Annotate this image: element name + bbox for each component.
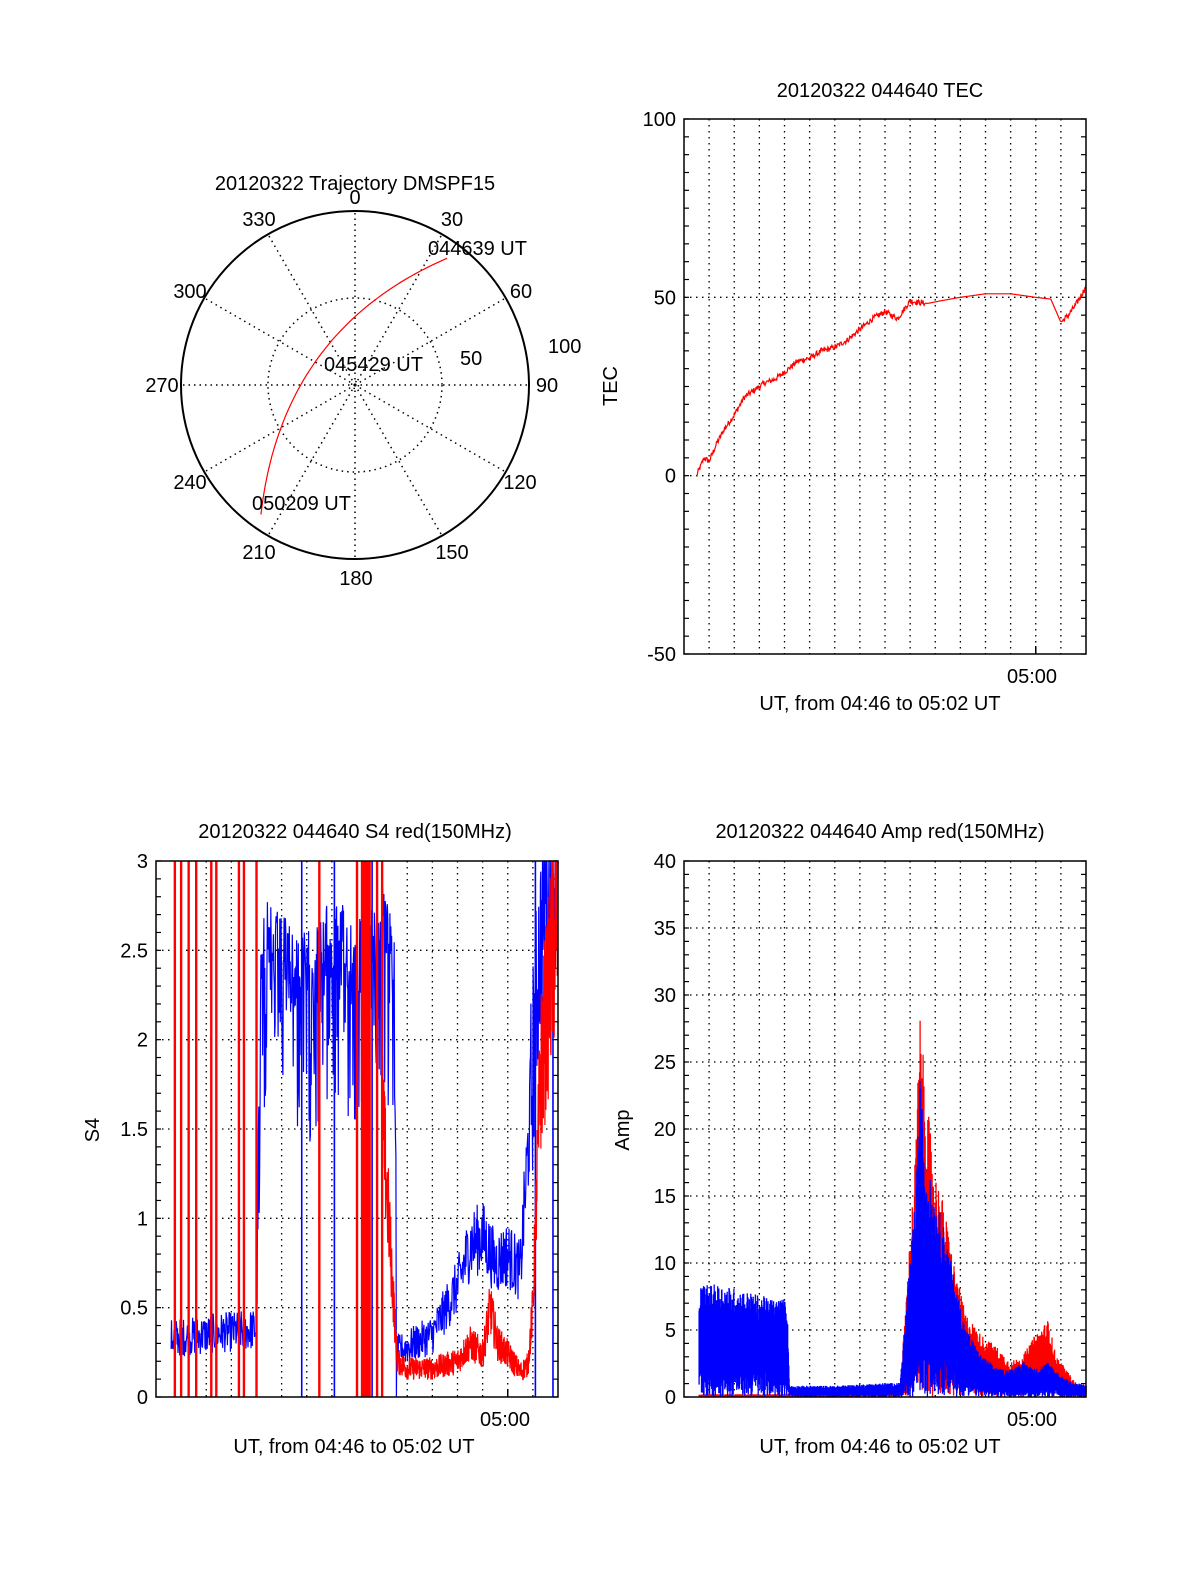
y-tick-label: 0 xyxy=(665,466,676,488)
y-tick-label: 0.5 xyxy=(120,1298,148,1320)
y-tick-label: 2 xyxy=(137,1030,148,1052)
polar-spoke xyxy=(354,384,507,473)
polar-title: 20120322 Trajectory DMSPF15 xyxy=(215,173,495,195)
polar-azimuth-label: 180 xyxy=(339,568,372,590)
polar-azimuth-label: 300 xyxy=(173,281,206,303)
polar-azimuth-label: 60 xyxy=(510,281,532,303)
polar-spoke xyxy=(267,384,356,537)
s4-grid xyxy=(156,860,558,1398)
polar-spoke xyxy=(203,384,356,473)
polar-azimuth-label: 330 xyxy=(242,209,275,231)
y-tick-label: 2.5 xyxy=(120,940,148,962)
tec-xlabel: UT, from 04:46 to 05:02 UT xyxy=(759,693,1000,715)
tec-y-tick-labels: 100 50 0 -50 xyxy=(643,109,676,666)
polar-radial-label-50: 50 xyxy=(460,348,482,370)
amp-plot: 20120322 044640 Amp red(150MHz) 40 35 30 25… xyxy=(612,821,1087,1458)
y-tick-label: 0 xyxy=(137,1387,148,1409)
tec-axes-frame xyxy=(683,118,1087,655)
y-tick-label: 10 xyxy=(654,1253,676,1275)
amp-ylabel: Amp xyxy=(612,1109,634,1150)
tec-title: 20120322 044640 TEC xyxy=(777,80,983,102)
tec-x-tick-label: 05:00 xyxy=(1007,666,1057,688)
polar-ring-0 xyxy=(267,297,443,473)
trajectory-end-label: 050209 UT xyxy=(252,493,351,515)
amp-xlabel: UT, from 04:46 to 05:02 UT xyxy=(759,1436,1000,1458)
trajectory-start-label: 044639 UT xyxy=(428,238,527,260)
polar-spoke xyxy=(354,297,507,386)
tec-plot: 20120322 044640 TEC 100 50 0 -50 05:00 UT, … xyxy=(600,80,1087,715)
amp-axes-frame xyxy=(683,860,1087,1398)
trajectory-middle-label: 045429 UT xyxy=(324,354,423,376)
tec-grid xyxy=(684,118,1086,655)
y-tick-label: 30 xyxy=(654,985,676,1007)
y-tick-label: 0 xyxy=(665,1387,676,1409)
s4-plot: 20120322 044640 S4 red(150MHz) 3 2.5 2 1.5 1… xyxy=(82,821,559,1458)
polar-trajectory-plot: 20120322 Trajectory DMSPF15 0 30 60 90 120 15… xyxy=(145,173,581,590)
y-tick-label: 3 xyxy=(137,851,148,873)
y-tick-label: 1 xyxy=(137,1208,148,1230)
polar-azimuth-labels: 0 30 60 90 120 150 180 210 240 270 300 330 xyxy=(145,187,558,590)
s4-ylabel: S4 xyxy=(82,1118,104,1142)
polar-spoke xyxy=(354,233,443,386)
y-tick-label: -50 xyxy=(647,644,676,666)
y-tick-label: 20 xyxy=(654,1119,676,1141)
tec-ylabel: TEC xyxy=(600,366,622,406)
polar-azimuth-label: 90 xyxy=(536,375,558,397)
polar-grid xyxy=(181,211,529,559)
amp-title: 20120322 044640 Amp red(150MHz) xyxy=(715,821,1044,843)
amp-series xyxy=(698,1020,1087,1397)
polar-azimuth-label: 270 xyxy=(145,375,178,397)
amp-y-tick-labels: 40 35 30 25 20 15 10 5 0 xyxy=(654,851,676,1409)
y-tick-label: 50 xyxy=(654,287,676,309)
polar-azimuth-label: 240 xyxy=(173,472,206,494)
s4-xlabel: UT, from 04:46 to 05:02 UT xyxy=(233,1436,474,1458)
tec-series xyxy=(696,284,1087,477)
polar-radial-label-100: 100 xyxy=(548,336,581,358)
s4-red-band xyxy=(362,861,371,1397)
s4-red-line xyxy=(381,860,559,1381)
s4-x-tick-label: 05:00 xyxy=(480,1409,530,1431)
tec-line xyxy=(696,284,1087,477)
amp-blue-line xyxy=(698,1080,1087,1397)
polar-spoke xyxy=(267,233,356,386)
polar-azimuth-label: 30 xyxy=(441,209,463,231)
y-tick-label: 1.5 xyxy=(120,1119,148,1141)
s4-y-tick-labels: 3 2.5 2 1.5 1 0.5 0 xyxy=(120,851,148,1409)
y-tick-label: 15 xyxy=(654,1186,676,1208)
polar-outer-circle xyxy=(180,210,530,560)
trajectory-line xyxy=(260,257,448,515)
polar-azimuth-label: 120 xyxy=(503,472,536,494)
s4-series xyxy=(170,860,559,1398)
polar-spoke xyxy=(203,297,356,386)
y-tick-label: 100 xyxy=(643,109,676,131)
polar-spoke xyxy=(354,384,443,537)
amp-x-tick-label: 05:00 xyxy=(1007,1409,1057,1431)
polar-azimuth-label: 210 xyxy=(242,542,275,564)
y-tick-label: 40 xyxy=(654,851,676,873)
polar-azimuth-label: 0 xyxy=(349,187,360,209)
polar-azimuth-label: 150 xyxy=(435,542,468,564)
y-tick-label: 25 xyxy=(654,1052,676,1074)
y-tick-label: 35 xyxy=(654,918,676,940)
s4-axes-frame xyxy=(155,860,559,1398)
s4-title: 20120322 044640 S4 red(150MHz) xyxy=(198,821,512,843)
y-tick-label: 5 xyxy=(665,1320,676,1342)
